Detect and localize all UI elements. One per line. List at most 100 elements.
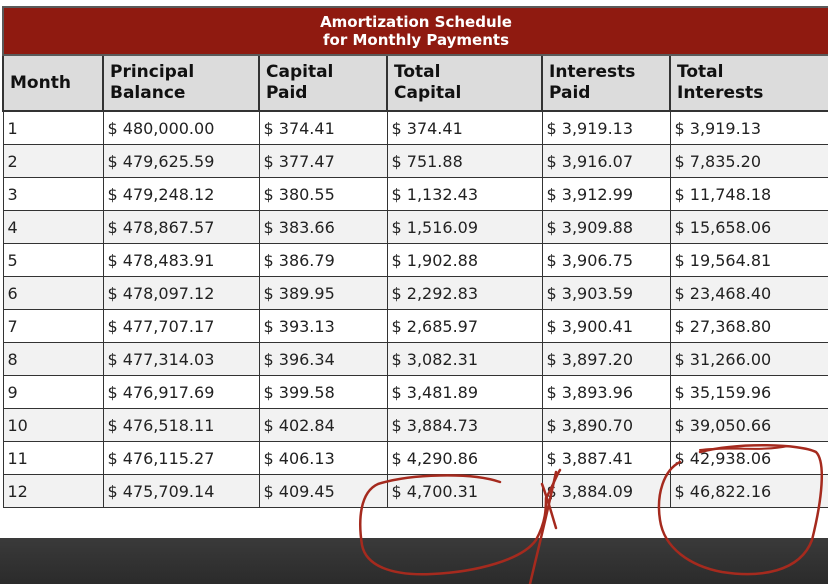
table-row: 6 $ 478,097.12 $ 389.95 $ 2,292.83 $ 3,903.5… [2, 276, 828, 310]
table-row: 3 $ 479,248.12 $ 380.55 $ 1,132.43 $ 3,912.9… [2, 177, 828, 211]
schedule-card: Amortization Schedule for Monthly Paymen… [0, 0, 828, 538]
column-header-line1: Month [10, 72, 71, 93]
table-cell: $ 393.13 [258, 309, 388, 343]
table-cell: $ 15,658.06 [669, 210, 828, 244]
table-cell: $ 478,867.57 [102, 210, 260, 244]
table-cell: $ 374.41 [258, 110, 388, 145]
table-row: 11 $ 476,115.27 $ 406.13 $ 4,290.86 $ 3,887.… [2, 441, 828, 475]
column-header-row: Month Principal Balance Capital Paid Total Cap… [2, 54, 828, 112]
table-cell: $ 1,132.43 [386, 177, 543, 211]
dark-background [0, 538, 828, 584]
table-cell: $ 476,917.69 [102, 375, 260, 409]
table-cell: $ 4,290.86 [386, 441, 543, 475]
table-cell: $ 477,707.17 [102, 309, 260, 343]
column-header-line2: Capital [394, 83, 462, 103]
table-cell: $ 478,097.12 [102, 276, 260, 310]
table-row: 1 $ 480,000.00 $ 374.41 $ 374.41 $ 3,919.13 $… [2, 110, 828, 145]
table-cell: $ 406.13 [258, 441, 388, 475]
table-cell: 4 [2, 210, 104, 244]
table-cell: $ 3,481.89 [386, 375, 543, 409]
table-cell: $ 2,292.83 [386, 276, 543, 310]
table-title: Amortization Schedule for Monthly Paymen… [1, 6, 828, 56]
table-cell: 5 [2, 243, 104, 277]
column-header: Total Capital [386, 54, 543, 112]
table-cell: $ 19,564.81 [669, 243, 828, 277]
table-row: 4 $ 478,867.57 $ 383.66 $ 1,516.09 $ 3,909.8… [2, 210, 828, 244]
table-cell: $ 377.47 [258, 144, 388, 178]
table-cell: 9 [2, 375, 104, 409]
table-cell: $ 3,912.99 [541, 177, 671, 211]
column-header-line1: Capital [266, 62, 334, 82]
table-cell: $ 383.66 [258, 210, 388, 244]
column-header: Capital Paid [258, 54, 388, 112]
table-cell: 8 [2, 342, 104, 376]
table-cell: $ 42,938.06 [669, 441, 828, 475]
table-cell: $ 3,890.70 [541, 408, 671, 442]
table-cell: $ 3,906.75 [541, 243, 671, 277]
table-cell: $ 3,884.09 [541, 474, 671, 508]
table-cell: $ 3,884.73 [386, 408, 543, 442]
table-title-line2: for Monthly Payments [323, 31, 509, 49]
table-row: 5 $ 478,483.91 $ 386.79 $ 1,902.88 $ 3,906.7… [2, 243, 828, 277]
table-cell: $ 1,516.09 [386, 210, 543, 244]
table-cell: $ 7,835.20 [669, 144, 828, 178]
table-cell: $ 39,050.66 [669, 408, 828, 442]
table-cell: $ 3,893.96 [541, 375, 671, 409]
table-row: 2 $ 479,625.59 $ 377.47 $ 751.88 $ 3,916.07 $… [2, 144, 828, 178]
table-cell: 12 [2, 474, 104, 508]
table-cell: $ 479,625.59 [102, 144, 260, 178]
table-title-line1: Amortization Schedule [320, 13, 512, 31]
table-cell: 3 [2, 177, 104, 211]
table-cell: $ 46,822.16 [669, 474, 828, 508]
column-header-line1: Total [394, 62, 441, 82]
table-cell: 7 [2, 309, 104, 343]
column-header: Interests Paid [541, 54, 671, 112]
table-cell: $ 389.95 [258, 276, 388, 310]
table-cell: $ 11,748.18 [669, 177, 828, 211]
table-cell: $ 31,266.00 [669, 342, 828, 376]
table-cell: $ 476,518.11 [102, 408, 260, 442]
table-cell: $ 374.41 [386, 110, 543, 145]
table-cell: $ 399.58 [258, 375, 388, 409]
column-header-line2: Interests [677, 83, 764, 103]
table-cell: $ 386.79 [258, 243, 388, 277]
table-cell: $ 479,248.12 [102, 177, 260, 211]
table-row: 8 $ 477,314.03 $ 396.34 $ 3,082.31 $ 3,897.2… [2, 342, 828, 376]
table-cell: $ 35,159.96 [669, 375, 828, 409]
table-cell: 1 [2, 110, 104, 145]
table-cell: $ 3,900.41 [541, 309, 671, 343]
table-row: 12 $ 475,709.14 $ 409.45 $ 4,700.31 $ 3,884.… [2, 474, 828, 508]
table-cell: $ 3,916.07 [541, 144, 671, 178]
column-header: Month [2, 54, 104, 112]
table-cell: $ 476,115.27 [102, 441, 260, 475]
table-cell: $ 380.55 [258, 177, 388, 211]
table-cell: 6 [2, 276, 104, 310]
table-cell: $ 3,903.59 [541, 276, 671, 310]
column-header-line2: Paid [266, 83, 308, 103]
table-cell: $ 3,909.88 [541, 210, 671, 244]
table-cell: $ 477,314.03 [102, 342, 260, 376]
table-cell: $ 402.84 [258, 408, 388, 442]
table-cell: $ 3,897.20 [541, 342, 671, 376]
column-header-line2: Paid [549, 83, 591, 103]
table-cell: $ 1,902.88 [386, 243, 543, 277]
table-cell: $ 27,368.80 [669, 309, 828, 343]
column-header-line1: Principal [110, 62, 195, 82]
table-cell: $ 475,709.14 [102, 474, 260, 508]
table-cell: $ 478,483.91 [102, 243, 260, 277]
table-cell: $ 3,919.13 [541, 110, 671, 145]
table-cell: $ 23,468.40 [669, 276, 828, 310]
table-cell: $ 4,700.31 [386, 474, 543, 508]
column-header-line2: Balance [110, 83, 186, 103]
table-cell: $ 3,919.13 [669, 110, 828, 145]
table-cell: $ 2,685.97 [386, 309, 543, 343]
column-header-line1: Interests [549, 62, 636, 82]
table-cell: $ 3,082.31 [386, 342, 543, 376]
table-cell: $ 3,887.41 [541, 441, 671, 475]
table-cell: $ 409.45 [258, 474, 388, 508]
column-header: Principal Balance [102, 54, 260, 112]
table-cell: 2 [2, 144, 104, 178]
table-body: 1 $ 480,000.00 $ 374.41 $ 374.41 $ 3,919.13 $… [2, 110, 828, 508]
table-row: 7 $ 477,707.17 $ 393.13 $ 2,685.97 $ 3,900.4… [2, 309, 828, 343]
table-row: 9 $ 476,917.69 $ 399.58 $ 3,481.89 $ 3,893.9… [2, 375, 828, 409]
